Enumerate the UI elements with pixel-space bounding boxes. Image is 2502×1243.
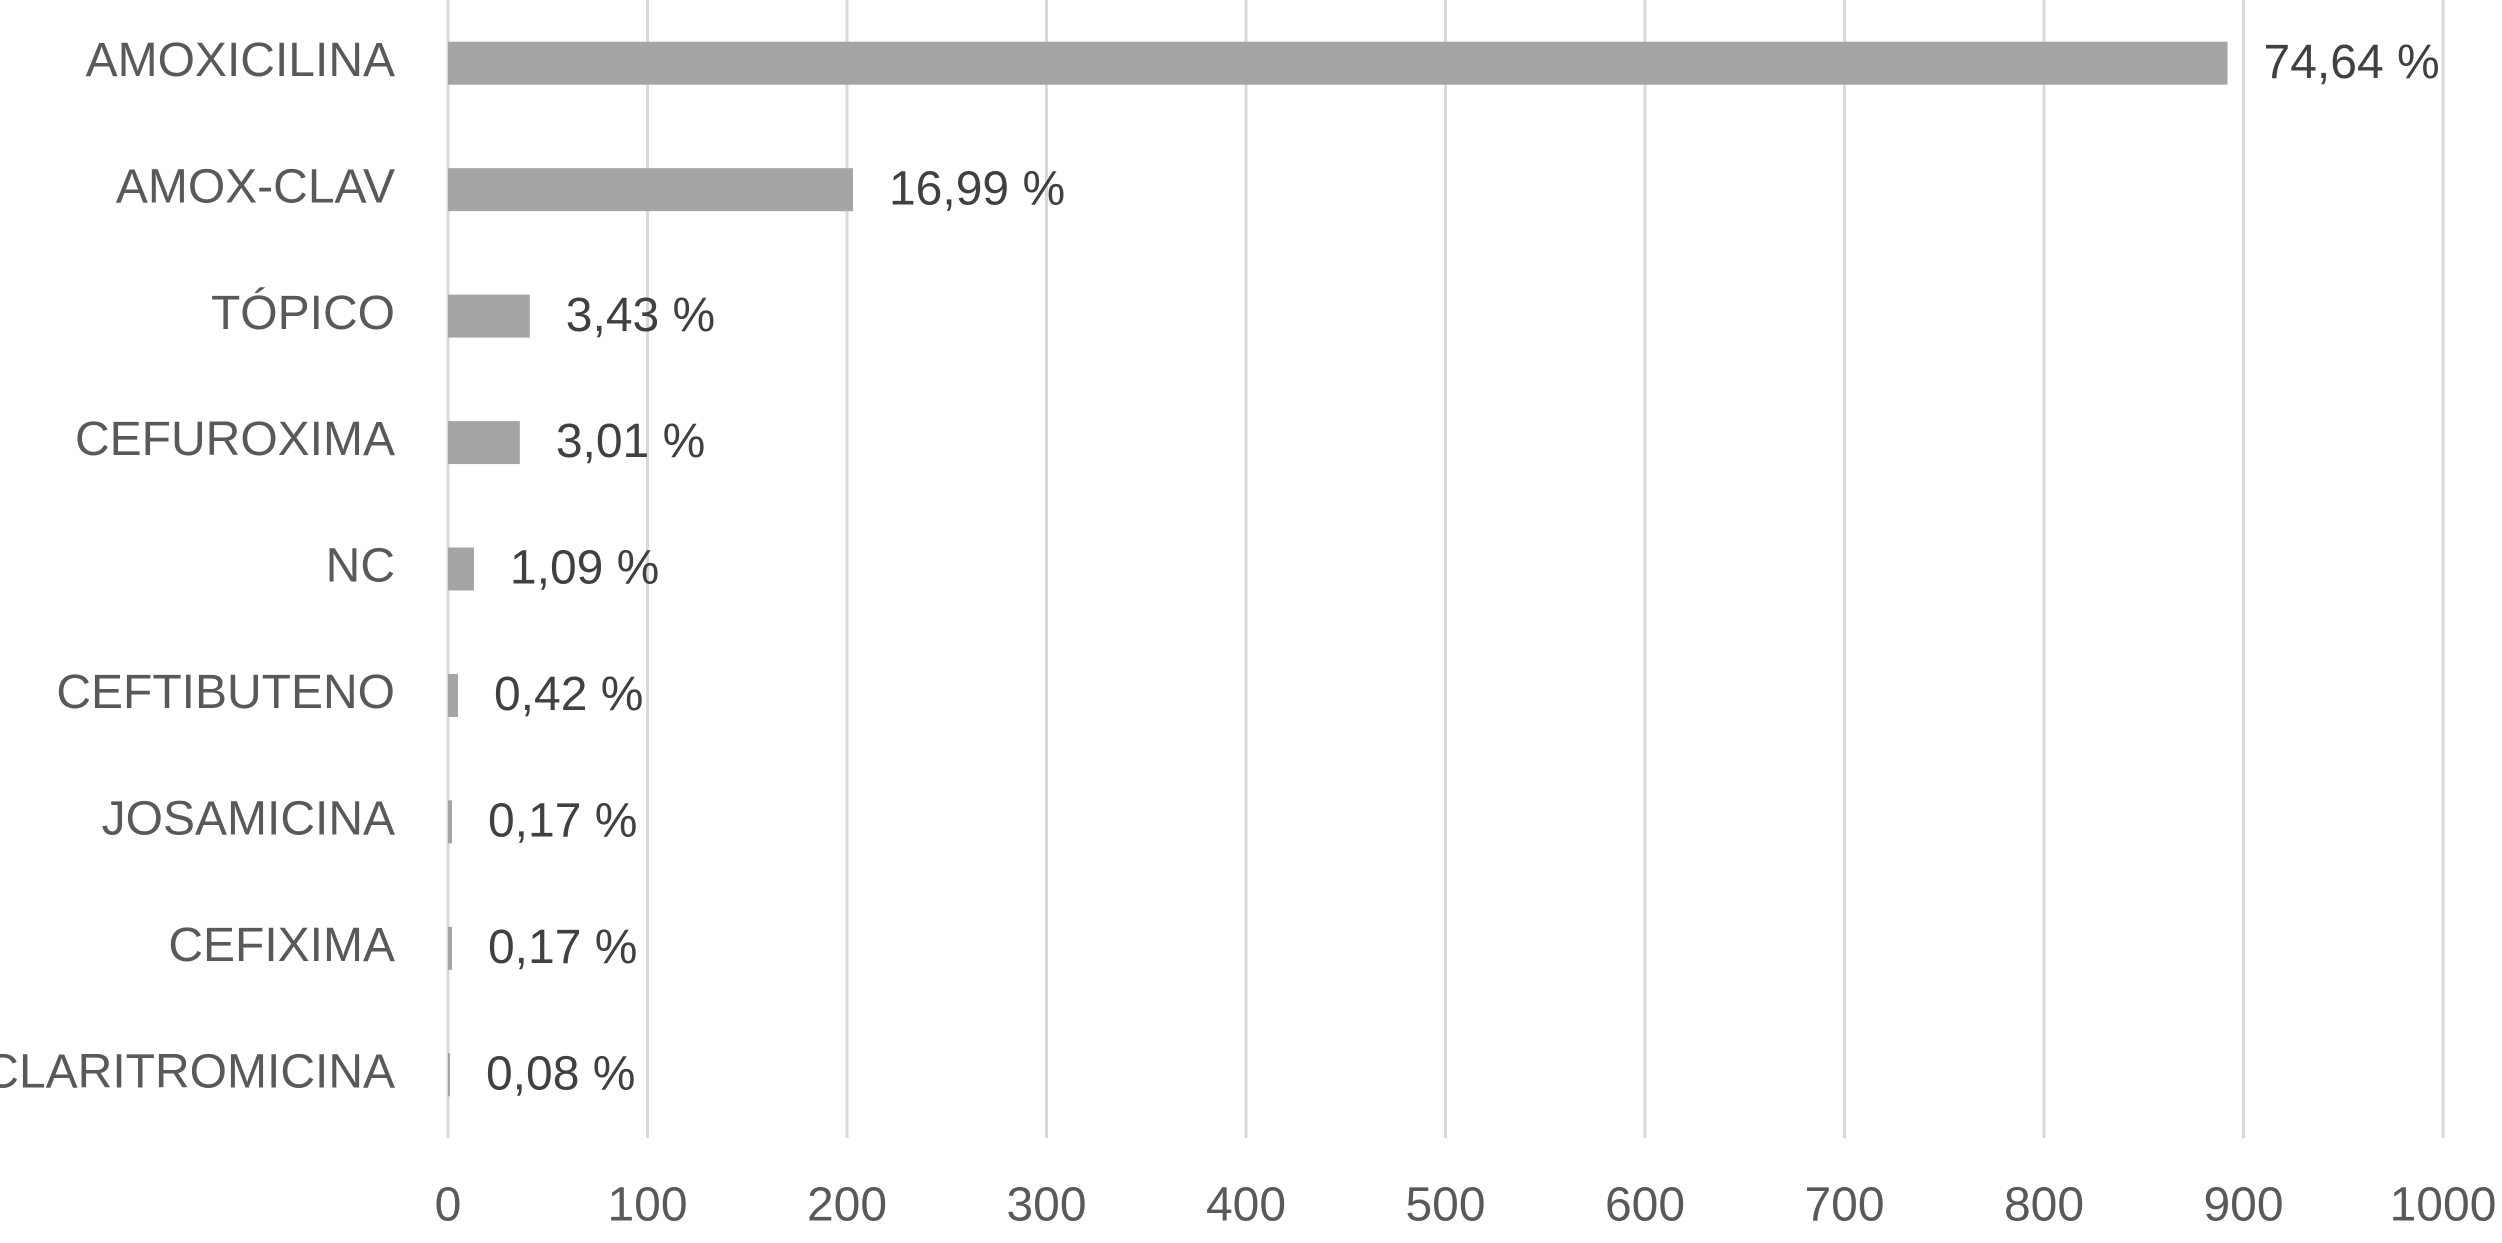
x-tick-label: 600 — [1605, 1179, 1685, 1232]
x-tick-label: 100 — [607, 1179, 687, 1232]
y-tick-label: CEFTIBUTENO — [56, 666, 395, 719]
y-tick-label: TÓPICO — [211, 286, 395, 340]
y-tick-label: CEFIXIMA — [168, 919, 395, 972]
x-tick-label: 0 — [435, 1179, 462, 1232]
data-label: 0,17 % — [488, 795, 637, 848]
bar — [448, 294, 530, 338]
bar — [448, 41, 2228, 85]
x-tick-label: 800 — [2004, 1179, 2084, 1232]
bar — [448, 168, 853, 212]
bar — [448, 547, 474, 591]
y-tick-label: AMOXICILINA — [86, 34, 395, 87]
data-label: 3,01 % — [556, 415, 705, 468]
y-tick-label: NC — [326, 540, 395, 593]
bar — [448, 421, 520, 465]
y-tick-label: CEFUROXIMA — [75, 413, 395, 466]
x-tick-label: 300 — [1006, 1179, 1086, 1232]
data-label: 1,09 % — [510, 542, 659, 595]
x-tick-label: 900 — [2203, 1179, 2283, 1232]
x-tick-label: 1000 — [2390, 1179, 2497, 1232]
y-tick-label: AMOX-CLAV — [116, 160, 395, 213]
data-label: 16,99 % — [889, 162, 1065, 215]
y-tick-label: JOSAMICINA — [102, 793, 395, 846]
y-tick-label: CLARITROMICINA — [0, 1045, 395, 1098]
data-label: 0,08 % — [486, 1047, 635, 1100]
x-tick-label: 200 — [807, 1179, 887, 1232]
x-tick-label: 400 — [1206, 1179, 1286, 1232]
bar — [448, 926, 452, 970]
data-label: 3,43 % — [566, 289, 715, 342]
bar — [448, 800, 452, 844]
x-tick-label: 700 — [1804, 1179, 1884, 1232]
data-label: 0,42 % — [494, 668, 643, 721]
data-label: 74,64 % — [2264, 36, 2440, 89]
bar — [448, 673, 458, 717]
data-label: 0,17 % — [488, 921, 637, 974]
x-tick-label: 500 — [1405, 1179, 1485, 1232]
bar — [448, 1053, 450, 1097]
